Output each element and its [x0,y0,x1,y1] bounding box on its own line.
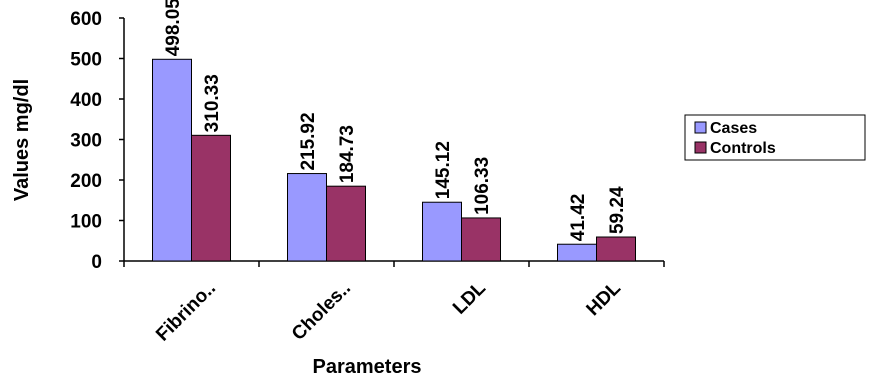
x-axis: Fibrino.. Choles.. LDL HDL [123,260,665,346]
data-label: 145.12 [433,141,454,199]
data-label: 59.24 [607,186,628,234]
bar-controls-0 [191,134,231,262]
data-label: 41.42 [568,194,589,242]
y-tick-label: 200 [70,171,102,192]
bar-controls-3 [596,236,636,262]
data-label: 215.92 [298,112,319,170]
y-tick-label: 400 [70,90,102,111]
x-tick-label: Choles.. [288,278,355,345]
data-labels: 498.05 310.33 215.92 184.73 145.12 106.33 41.4… [163,0,628,241]
y-axis: 0 100 200 300 400 500 600 [70,9,125,273]
x-axis-title: Parameters [313,356,422,378]
y-tick-label: 300 [70,131,102,152]
bar-cases-1 [287,173,327,262]
legend-label-cases: Cases [710,120,757,137]
legend-label-controls: Controls [710,140,776,157]
bar-cases-2 [422,201,462,262]
data-label: 310.33 [202,74,223,132]
bar-controls-1 [326,185,366,262]
y-tick-label: 600 [70,9,102,30]
legend: Cases Controls [684,114,866,161]
bar-cases-0 [152,58,192,262]
y-tick-label: 0 [91,252,102,273]
bar-controls-2 [461,217,501,262]
bar-cases-3 [557,243,597,262]
y-tick-label: 100 [70,212,102,233]
x-tick-label: HDL [583,277,626,320]
legend-box [684,114,866,161]
x-tick-label: LDL [449,277,490,318]
x-tick-label: Fibrino.. [152,278,220,346]
legend-swatch-cases [694,121,707,134]
bars [152,58,636,262]
y-tick-label: 500 [70,50,102,71]
y-axis-title: Values mg/dl [11,79,33,201]
data-label: 498.05 [163,0,184,56]
data-label: 106.33 [472,157,493,215]
data-label: 184.73 [337,125,358,183]
legend-swatch-controls [694,141,707,154]
